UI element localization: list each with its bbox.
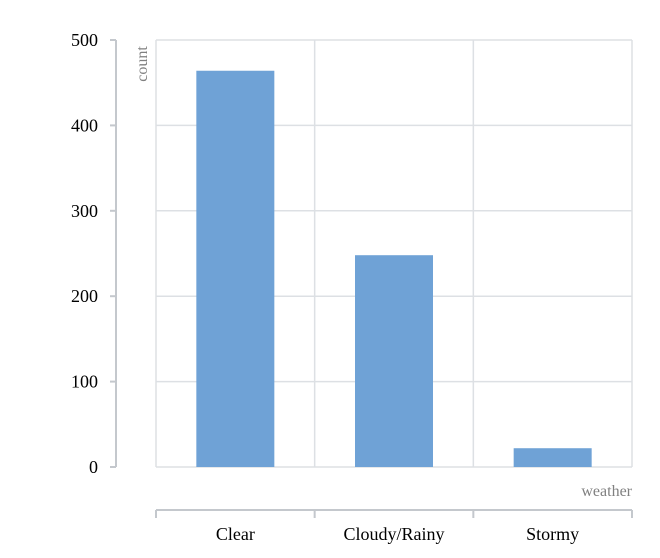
y-tick-label: 300 xyxy=(71,201,98,221)
bar-clear xyxy=(196,70,275,467)
y-tick-label: 400 xyxy=(71,115,98,135)
axes: 0 100 200 300 400 500 Clear Cloudy/Rainy Stormy xyxy=(71,30,633,544)
x-axis-title: weather xyxy=(581,483,632,500)
bar-stormy xyxy=(513,448,592,467)
x-tick-label: Cloudy/Rainy xyxy=(343,524,444,544)
y-tick-label: 0 xyxy=(89,457,98,477)
x-tick-label: Clear xyxy=(216,524,255,544)
y-tick-label: 500 xyxy=(71,30,98,50)
y-axis-title: count xyxy=(134,46,151,82)
y-tick-label: 200 xyxy=(71,286,98,306)
bars xyxy=(196,70,592,467)
y-tick-label: 100 xyxy=(71,372,98,392)
x-tick-label: Stormy xyxy=(526,524,579,544)
bar-cloudy-rainy xyxy=(355,255,433,467)
